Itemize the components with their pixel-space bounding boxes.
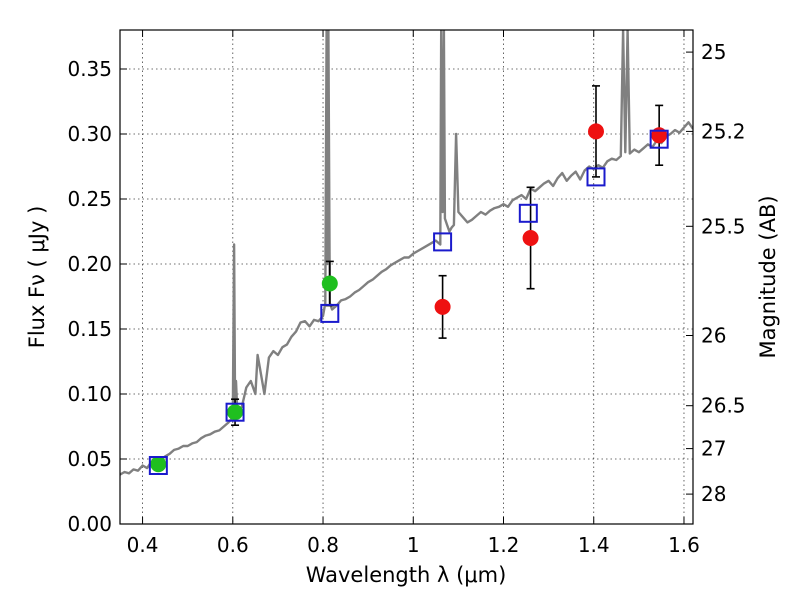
model-box-marker xyxy=(586,167,606,187)
red-point xyxy=(587,123,604,140)
y-tick-label: 0.10 xyxy=(67,382,112,406)
x-tick-label: 0.4 xyxy=(127,533,159,557)
magnitude-tick-label: 25.2 xyxy=(701,119,746,143)
magnitude-tick-label: 27 xyxy=(701,437,726,461)
y-axis-ticks: 0.00 0.05 0.10 0.15 0.20 0.25 0.30 0.35 xyxy=(67,57,127,536)
green-point xyxy=(227,404,244,421)
magnitude-axis-label: Magnitude (AB) xyxy=(756,195,780,358)
magnitude-tick-label: 25.5 xyxy=(701,214,746,238)
red-point xyxy=(434,298,451,315)
markers xyxy=(148,123,669,475)
y-tick-label: 0.15 xyxy=(67,317,112,341)
y-axis-label: Flux Fν ( μJy ) xyxy=(25,206,49,349)
model-box-marker xyxy=(649,129,669,149)
red-point xyxy=(522,230,539,246)
grid xyxy=(120,30,693,524)
y-tick-label: 0.20 xyxy=(67,252,112,276)
model-box-marker xyxy=(225,402,245,422)
model-box-marker xyxy=(518,203,538,223)
magnitude-tick-label: 25 xyxy=(701,40,726,64)
y-tick-label: 0.25 xyxy=(67,187,112,211)
plot-frame xyxy=(119,29,694,525)
x-tick-label: 1.2 xyxy=(488,533,520,557)
x-axis-label: Wavelength λ (μm) xyxy=(306,563,507,587)
y-tick-label: 0.00 xyxy=(67,512,112,536)
y-tick-label: 0.05 xyxy=(67,447,112,471)
magnitude-axis-ticks: 25 25.2 25.5 26 26.5 27 28 xyxy=(686,40,746,506)
spectrum-line xyxy=(120,30,693,476)
model-box-marker xyxy=(433,232,453,252)
magnitude-tick-label: 26.5 xyxy=(701,394,746,418)
magnitude-tick-label: 28 xyxy=(701,482,726,506)
magnitude-tick-label: 26 xyxy=(701,324,726,348)
x-tick-label: 1.6 xyxy=(668,533,700,557)
green-point xyxy=(321,275,338,292)
x-tick-label: 0.8 xyxy=(307,533,339,557)
x-tick-label: 1.4 xyxy=(578,533,610,557)
model-box-marker xyxy=(320,303,340,323)
y-tick-label: 0.35 xyxy=(67,57,112,81)
green-point xyxy=(150,456,167,473)
x-tick-label: 0.6 xyxy=(217,533,249,557)
spectrum-series xyxy=(120,30,693,476)
x-tick-label: 1 xyxy=(407,533,420,557)
y-tick-label: 0.30 xyxy=(67,122,112,146)
model-box-marker xyxy=(148,456,168,475)
x-axis-ticks: 0.4 0.6 0.8 1 1.2 1.4 1.6 xyxy=(127,30,700,557)
